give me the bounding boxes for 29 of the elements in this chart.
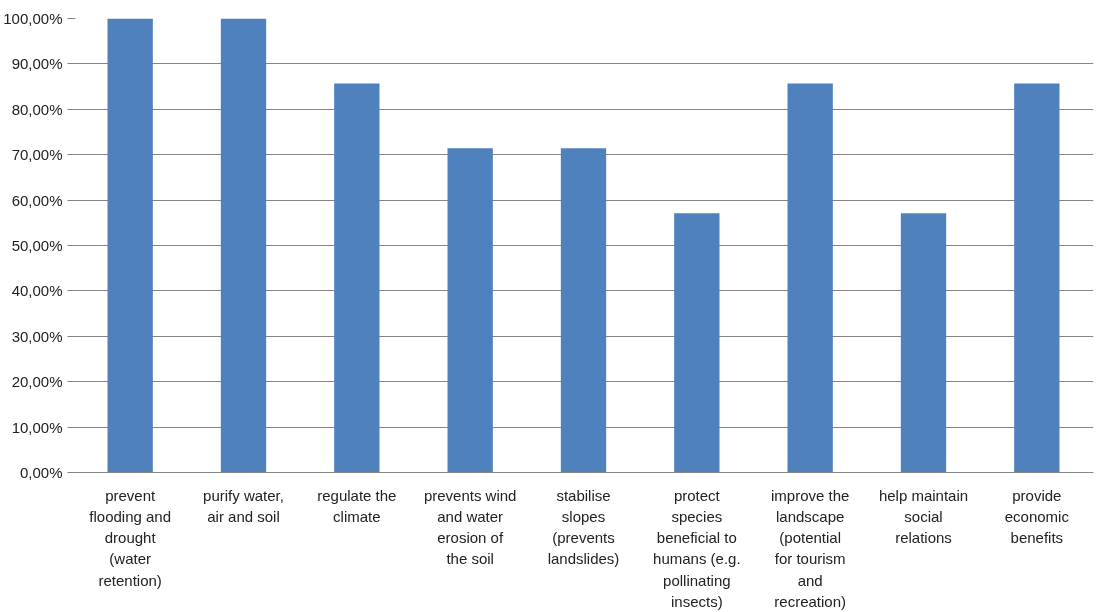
x-tick-label: help maintain social relations	[878, 486, 969, 546]
y-tick-label: 90,00%	[11, 55, 63, 73]
y-tick-label: 20,00%	[11, 373, 63, 391]
bar	[674, 213, 720, 473]
x-tick-label: purify water, air and soil	[203, 486, 284, 525]
y-tick-label: 100,00%	[3, 10, 63, 27]
y-tick-label: 80,00%	[11, 100, 63, 118]
bar	[900, 213, 947, 473]
y-tick-label: 50,00%	[11, 237, 63, 254]
x-tick-label: prevents wind and water erosion of the soil	[423, 486, 517, 568]
x-tick-label: regulate the climate	[317, 486, 397, 525]
bar	[787, 83, 833, 473]
y-tick-label: 0,00%	[19, 464, 63, 481]
x-tick-label: improve the landscape (potential for tourism and recreation)	[770, 486, 850, 610]
y-tick-label: 30,00%	[11, 327, 63, 345]
y-tick-label: 10,00%	[11, 418, 63, 436]
x-tick-label: protect species beneficial to humans (e.g. pollinating insects)	[653, 486, 741, 610]
bar	[447, 148, 493, 473]
x-tick-label: prevent flooding and drought (water retention)	[89, 486, 172, 589]
bar	[220, 18, 267, 473]
y-tick-label: 70,00%	[11, 146, 63, 164]
y-tick-label: 40,00%	[11, 282, 63, 300]
x-tick-label: stabilise slopes (prevents landslides)	[547, 486, 620, 568]
bar	[1014, 83, 1060, 473]
bar	[334, 83, 380, 473]
bar	[107, 18, 153, 473]
bar	[560, 148, 607, 473]
x-tick-label: provide economic benefits	[1004, 486, 1070, 546]
y-tick-label: 60,00%	[11, 191, 63, 209]
